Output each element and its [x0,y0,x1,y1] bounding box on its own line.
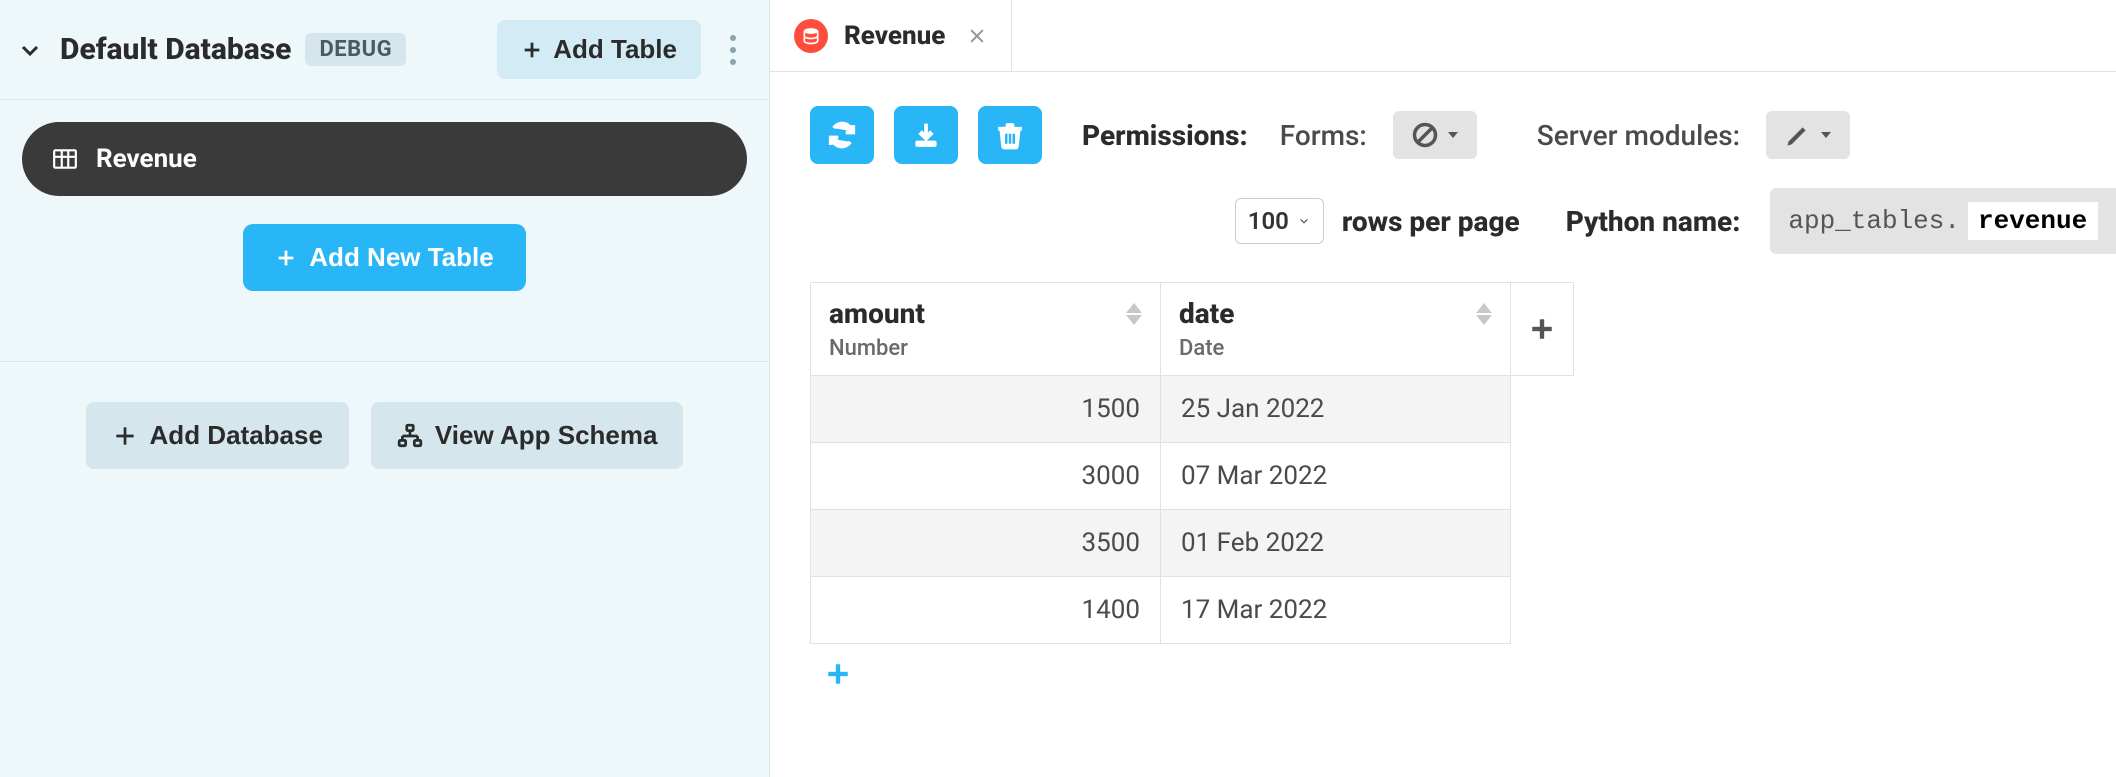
chevron-down-icon [18,38,42,62]
refresh-icon [827,120,857,150]
add-column-header[interactable] [1511,283,1574,376]
plus-icon [1529,316,1555,342]
column-title: amount [829,297,925,330]
ban-icon [1411,121,1439,149]
data-table: amount Number date [810,282,1574,644]
permissions-label: Permissions: [1082,119,1248,152]
sort-down-icon [1476,315,1492,325]
sort-up-icon [1126,303,1142,313]
toolbar: Permissions: Forms: Server modules: [770,72,2116,180]
schema-icon [397,423,423,449]
column-title: date [1179,297,1234,330]
tab-revenue[interactable]: Revenue [770,0,1012,71]
rows-per-page-value: 100 [1248,207,1289,235]
tab-bar: Revenue [770,0,2116,72]
plus-icon [112,423,138,449]
cell-date[interactable]: 07 Mar 2022 [1161,443,1511,510]
caret-down-icon [1820,129,1832,141]
add-database-button[interactable]: Add Database [86,402,349,469]
refresh-button[interactable] [810,106,874,164]
collapse-toggle[interactable] [14,34,46,66]
cell-amount[interactable]: 3500 [811,510,1161,577]
column-type: Date [1179,336,1234,361]
python-name-input[interactable] [1968,202,2098,240]
sort-down-icon [1126,315,1142,325]
caret-down-icon [1447,129,1459,141]
sort-toggle[interactable] [1476,303,1492,325]
server-permission-dropdown[interactable] [1766,111,1850,159]
view-schema-button[interactable]: View App Schema [371,402,684,469]
data-table-wrap: amount Number date [770,282,2116,704]
kebab-icon [729,34,737,66]
plus-icon [275,247,297,269]
sidebar-header: Default Database DEBUG Add Table [0,0,769,100]
download-button[interactable] [894,106,958,164]
column-header-date[interactable]: date Date [1161,283,1511,376]
table-row[interactable]: 140017 Mar 2022 [811,577,1574,644]
add-new-table-label: Add New Table [309,242,493,273]
delete-button[interactable] [978,106,1042,164]
add-table-button[interactable]: Add Table [497,20,701,79]
add-new-table-button[interactable]: Add New Table [243,224,525,291]
main-panel: Revenue Permissions: Forms: Server modul… [770,0,2116,777]
sort-up-icon [1476,303,1492,313]
sort-toggle[interactable] [1126,303,1142,325]
python-name-label: Python name: [1566,205,1741,238]
column-header-amount[interactable]: amount Number [811,283,1161,376]
add-row-button[interactable] [810,644,865,704]
cell-date[interactable]: 01 Feb 2022 [1161,510,1511,577]
rows-per-page-label: rows per page [1342,205,1520,238]
sidebar: Default Database DEBUG Add Table Revenue… [0,0,770,777]
view-schema-label: View App Schema [435,420,658,451]
more-menu[interactable] [715,26,751,74]
debug-badge: DEBUG [305,33,406,66]
cell-date[interactable]: 25 Jan 2022 [1161,376,1511,443]
table-row[interactable]: 150025 Jan 2022 [811,376,1574,443]
chevron-down-icon [1297,214,1311,228]
tab-icon-wrap [794,19,828,53]
add-database-label: Add Database [150,420,323,451]
table-item-revenue[interactable]: Revenue [22,122,747,196]
table-icon [52,146,78,172]
cell-amount[interactable]: 3000 [811,443,1161,510]
table-row[interactable]: 300007 Mar 2022 [811,443,1574,510]
tab-label: Revenue [844,21,945,51]
column-type: Number [829,336,925,361]
cell-amount[interactable]: 1400 [811,577,1161,644]
server-modules-label: Server modules: [1537,119,1740,152]
pencil-icon [1784,121,1812,149]
python-name-box: app_tables. [1770,188,2116,254]
add-table-label: Add Table [553,34,677,65]
forms-label: Forms: [1280,119,1367,152]
database-icon [801,26,821,46]
download-icon [911,120,941,150]
rows-per-page-select[interactable]: 100 [1235,198,1324,244]
table-row[interactable]: 350001 Feb 2022 [811,510,1574,577]
plus-icon [825,661,851,687]
sidebar-actions: Add Database View App Schema [0,362,769,469]
cell-amount[interactable]: 1500 [811,376,1161,443]
plus-icon [521,39,543,61]
close-icon [967,26,987,46]
python-name-prefix: app_tables. [1788,206,1960,236]
database-title: Default Database [60,32,291,67]
cell-date[interactable]: 17 Mar 2022 [1161,577,1511,644]
table-item-label: Revenue [96,144,197,174]
tab-close[interactable] [967,26,987,46]
toolbar-row-2: 100 rows per page Python name: app_table… [770,180,2116,282]
trash-icon [995,120,1025,150]
forms-permission-dropdown[interactable] [1393,111,1477,159]
